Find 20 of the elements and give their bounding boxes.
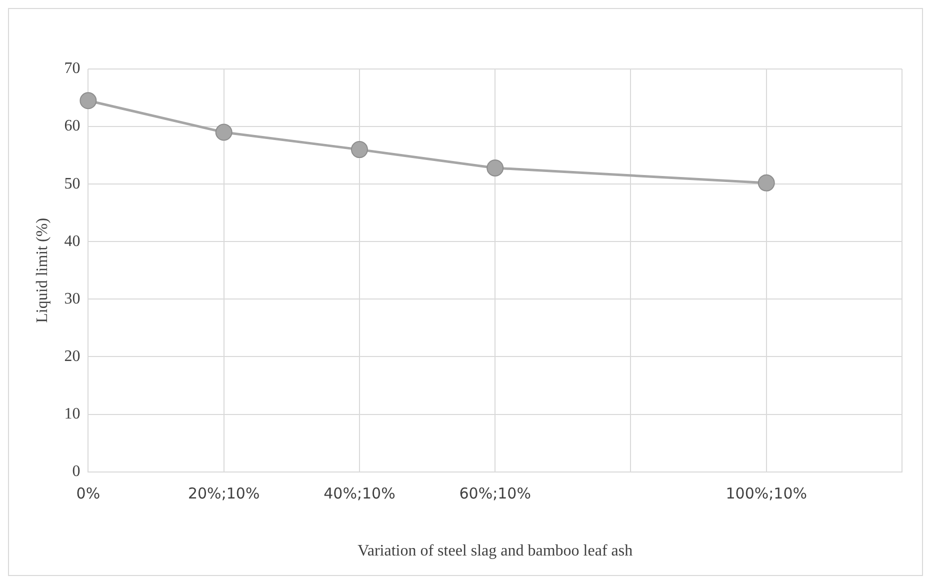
y-tick-label: 20	[64, 348, 80, 365]
x-tick-label: 20%;10%	[188, 484, 260, 503]
point	[350, 141, 368, 158]
x-tick-label: 100%;10%	[726, 484, 808, 503]
y-tick-label: 30	[64, 290, 80, 308]
point	[215, 124, 232, 141]
y-tick-label: 10	[64, 405, 80, 422]
x-tick-label: 60%;10%	[459, 484, 531, 503]
y-tick-label: 0	[72, 463, 80, 480]
point	[486, 159, 504, 176]
x-axis-title: Variation of steel slag and bamboo leaf ash	[358, 542, 633, 560]
y-tick-label: 60	[64, 118, 80, 135]
x-tick-label: 0%	[76, 484, 100, 503]
y-tick-label: 70	[64, 60, 80, 78]
point	[80, 92, 97, 110]
point	[758, 174, 775, 192]
y-tick-label: 40	[64, 232, 80, 250]
y-tick-label: 50	[64, 175, 80, 192]
y-axis-title: Liquid limit (%)	[34, 218, 51, 323]
x-tick-label: 40%;10%	[324, 484, 396, 503]
